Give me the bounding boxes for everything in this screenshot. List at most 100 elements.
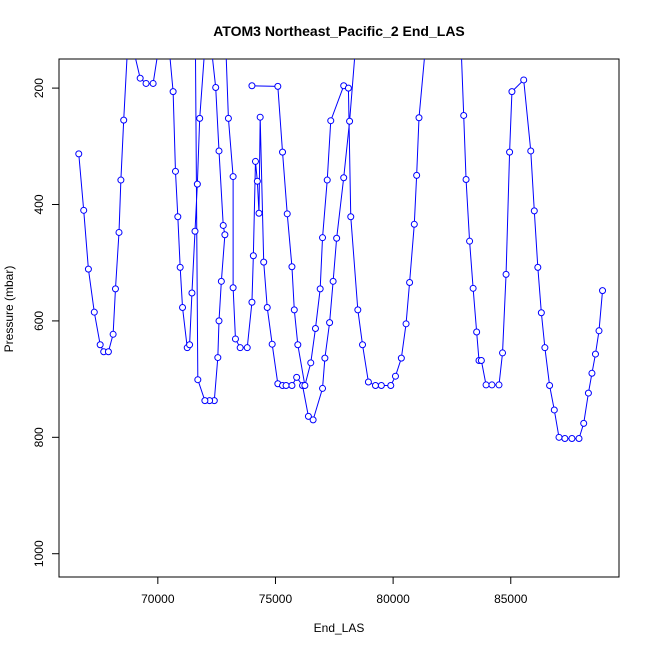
data-point — [568, 434, 576, 442]
data-point — [323, 176, 331, 184]
data-point — [179, 304, 187, 312]
plot-area — [75, 44, 607, 442]
data-point — [255, 209, 263, 217]
data-point — [347, 213, 355, 221]
data-point — [221, 231, 229, 239]
data-point — [561, 434, 569, 442]
data-point — [387, 382, 395, 390]
data-point — [192, 50, 198, 56]
data-point — [169, 88, 177, 96]
data-point — [460, 111, 468, 119]
x-tick-label: 75000 — [259, 592, 293, 606]
data-point — [215, 317, 223, 325]
data-point — [90, 308, 98, 316]
data-point — [377, 382, 385, 390]
data-point — [340, 174, 348, 182]
data-point — [346, 117, 354, 125]
data-point — [171, 167, 179, 175]
data-point — [319, 234, 327, 242]
data-point — [477, 356, 485, 364]
data-point — [534, 263, 542, 271]
data-point — [354, 306, 362, 314]
data-point — [499, 349, 507, 357]
data-point — [263, 304, 271, 312]
data-point — [329, 277, 337, 285]
data-point — [555, 433, 563, 441]
data-point — [352, 44, 358, 50]
data-point — [248, 82, 256, 90]
data-point — [406, 278, 414, 286]
data-point — [155, 50, 161, 56]
data-point — [279, 148, 287, 156]
data-point — [224, 114, 232, 122]
data-point — [506, 148, 514, 156]
data-point — [104, 348, 112, 356]
data-point — [588, 369, 596, 377]
data-point — [599, 287, 607, 295]
data-point — [422, 50, 428, 56]
data-point — [316, 285, 324, 293]
data-point — [188, 289, 196, 297]
x-tick-label: 80000 — [376, 592, 410, 606]
data-point — [196, 114, 204, 122]
data-point — [482, 381, 490, 389]
data-point — [294, 341, 302, 349]
data-point — [458, 50, 464, 56]
y-tick-label: 400 — [32, 194, 46, 214]
data-point — [236, 344, 244, 352]
data-point — [530, 207, 538, 215]
y-tick-label: 1000 — [32, 540, 46, 567]
data-point — [391, 372, 399, 380]
data-point — [201, 397, 209, 405]
data-point — [584, 389, 592, 397]
data-point — [546, 382, 554, 390]
data-point — [508, 88, 516, 96]
x-axis-label: End_LAS — [314, 621, 365, 635]
data-point — [462, 175, 470, 183]
data-point — [219, 221, 227, 229]
data-point — [217, 277, 225, 285]
data-point — [136, 74, 144, 82]
data-point — [212, 84, 220, 92]
axes: 70000 75000 80000 85000 200 400 600 800 1000 — [32, 58, 620, 606]
data-point — [142, 79, 150, 87]
data-point — [251, 157, 259, 165]
data-point — [96, 341, 104, 349]
data-point — [176, 263, 184, 271]
data-point — [591, 350, 599, 358]
data-point — [326, 319, 334, 327]
data-point — [473, 328, 481, 336]
data-point — [307, 359, 315, 367]
data-point — [527, 147, 535, 155]
x-tick-label: 85000 — [494, 592, 528, 606]
data-point — [595, 327, 603, 335]
series-group — [75, 44, 607, 442]
data-point — [293, 373, 301, 381]
data-point — [120, 116, 128, 124]
data-point — [288, 263, 296, 271]
data-point — [550, 406, 558, 414]
data-point — [256, 113, 264, 121]
data-point — [243, 344, 251, 352]
data-point — [214, 354, 222, 362]
data-point — [131, 50, 137, 56]
y-tick-label: 200 — [32, 78, 46, 98]
data-point — [223, 50, 229, 56]
data-point — [194, 376, 202, 384]
data-point — [253, 177, 261, 185]
data-point — [288, 382, 296, 390]
data-point — [283, 210, 291, 218]
data-point — [415, 114, 423, 122]
data-point — [282, 382, 290, 390]
data-point — [193, 180, 201, 188]
data-point — [84, 265, 92, 273]
data-point — [344, 84, 352, 92]
data-point — [321, 354, 329, 362]
data-point — [397, 354, 405, 362]
data-point — [109, 330, 117, 338]
data-point — [301, 382, 309, 390]
data-point — [201, 50, 207, 56]
data-point — [333, 234, 341, 242]
data-point — [229, 173, 237, 181]
